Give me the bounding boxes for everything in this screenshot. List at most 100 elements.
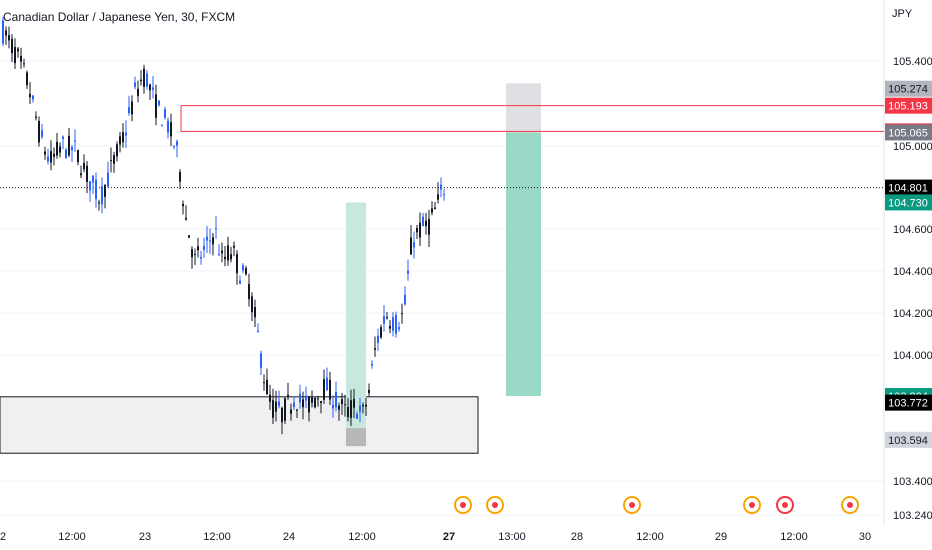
candle-body: [89, 181, 91, 191]
candle-body: [248, 283, 250, 300]
candle-body: [71, 146, 73, 151]
candle-body: [254, 307, 256, 318]
price-tag: [885, 80, 932, 97]
candle-body: [272, 400, 274, 418]
candle-body: [113, 155, 115, 164]
candle-body: [209, 240, 211, 242]
candle-body: [398, 327, 400, 330]
price-tag-label: 103.772: [888, 398, 928, 410]
demand-zone-box: [0, 396, 479, 454]
candle-body: [158, 100, 160, 106]
price-tag-label: 104.801: [888, 183, 928, 195]
candle-body: [404, 294, 406, 305]
x-tick-label: 12:00: [780, 531, 808, 543]
candle-body: [434, 207, 436, 210]
x-tick-label: 28: [571, 531, 583, 543]
candle-body: [296, 409, 298, 411]
candle-body: [203, 245, 205, 250]
candle-body: [137, 88, 139, 96]
candle-body: [407, 270, 409, 274]
candle-body: [431, 208, 433, 213]
candle-body: [350, 400, 352, 418]
price-tag: [885, 194, 932, 211]
candle-body: [185, 217, 187, 220]
candle-body: [233, 245, 235, 248]
x-tick-label: 24: [283, 531, 295, 543]
candle-body: [410, 237, 412, 255]
position-1-stop-area: [346, 428, 366, 447]
candle-body: [236, 254, 238, 274]
economic-event-dot: [782, 502, 788, 508]
candle-body: [227, 245, 229, 261]
price-tag: [885, 124, 932, 141]
candle-body: [170, 122, 172, 137]
candle-body: [347, 407, 349, 418]
candle-body: [101, 186, 103, 205]
price-tag-label: 105.274: [888, 84, 928, 96]
candle-body: [323, 379, 325, 400]
candle-body: [152, 87, 154, 90]
candle-body: [149, 84, 151, 91]
candle-body: [11, 38, 13, 54]
candle-body: [32, 95, 34, 100]
candle-body: [5, 30, 7, 36]
candle-body: [305, 395, 307, 401]
candle-body: [311, 397, 313, 403]
position-1-target-area: [346, 202, 366, 429]
economic-event-dot: [847, 502, 853, 508]
x-tick-label: 12:00: [636, 531, 664, 543]
candle-body: [413, 242, 415, 248]
candle-body: [35, 116, 37, 118]
x-tick-label: 27: [443, 531, 455, 543]
x-tick-label: 2: [0, 531, 6, 543]
candle-body: [104, 185, 106, 197]
price-tag: [885, 431, 932, 448]
candle-body: [98, 202, 100, 204]
candle-body: [332, 404, 334, 409]
candle-body: [401, 313, 403, 315]
candle-body: [443, 194, 445, 196]
candle-body: [17, 48, 19, 52]
candle-body: [116, 144, 118, 157]
candle-body: [212, 237, 214, 245]
currency-label: JPY: [892, 8, 913, 20]
candle-body: [107, 172, 109, 187]
candle-body: [335, 392, 337, 408]
candle-body: [290, 409, 292, 414]
candle-body: [38, 120, 40, 143]
candle-body: [122, 132, 124, 143]
candle-body: [230, 254, 232, 260]
candle-body: [56, 141, 58, 156]
y-tick-label: 104.400: [893, 266, 932, 278]
price-tag: [885, 394, 932, 411]
candle-body: [176, 141, 178, 146]
candle-body: [302, 399, 304, 408]
candle-body: [239, 280, 241, 284]
candle-body: [389, 326, 391, 329]
candle-body: [329, 379, 331, 400]
candle-body: [371, 363, 373, 366]
candle-body: [320, 400, 322, 403]
candle-body: [392, 317, 394, 331]
y-tick-label: 104.600: [893, 224, 932, 236]
candle-body: [275, 401, 277, 412]
candle-body: [23, 63, 25, 65]
position-2-stop-area: [506, 83, 541, 133]
candle-body: [173, 146, 175, 148]
candle-body: [95, 179, 97, 200]
candle-body: [299, 393, 301, 403]
chart-title: Canadian Dollar / Japanese Yen, 30, FXCM: [3, 10, 236, 24]
candle-body: [218, 254, 220, 256]
candle-body: [146, 73, 148, 87]
candle-body: [344, 404, 346, 406]
candle-body: [191, 249, 193, 258]
candle-body: [77, 149, 79, 163]
candle-body: [197, 246, 199, 251]
candle-body: [380, 327, 382, 338]
x-tick-label: 23: [139, 531, 151, 543]
candle-body: [242, 265, 244, 271]
candle-body: [215, 228, 217, 230]
candle-body: [416, 227, 418, 233]
x-tick-label: 13:00: [498, 531, 526, 543]
